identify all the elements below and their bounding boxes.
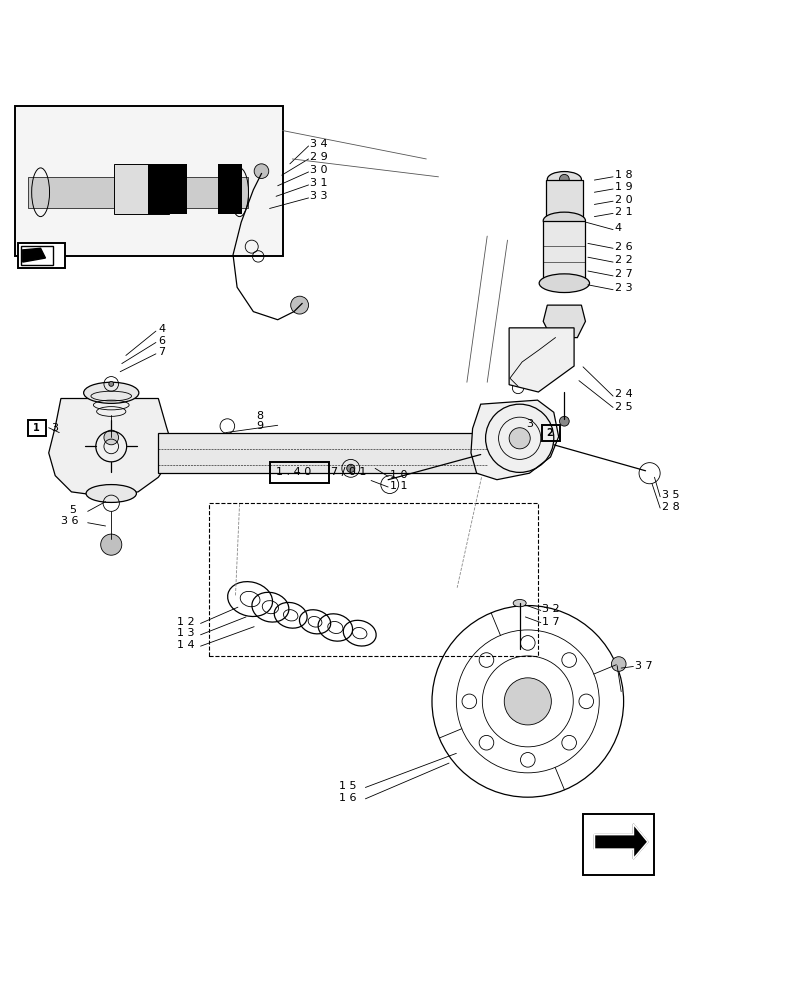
Text: 3 2: 3 2: [542, 604, 560, 614]
Text: 2 2: 2 2: [614, 255, 632, 265]
Text: 2 0: 2 0: [614, 195, 632, 205]
Text: 4: 4: [158, 324, 165, 334]
Text: 3 3: 3 3: [310, 191, 328, 201]
Bar: [158, 433, 487, 473]
Ellipse shape: [513, 599, 526, 607]
Text: 3 1: 3 1: [310, 178, 328, 188]
Bar: [209, 503, 538, 656]
Text: 3 4: 3 4: [310, 139, 328, 149]
Text: 9: 9: [255, 421, 263, 431]
Bar: [28, 177, 247, 208]
Circle shape: [254, 164, 268, 178]
Bar: [270, 462, 328, 483]
Bar: [217, 164, 242, 214]
Text: 1 2: 1 2: [177, 617, 195, 627]
Text: 2 8: 2 8: [661, 502, 679, 512]
Circle shape: [508, 428, 530, 449]
Circle shape: [346, 464, 354, 472]
Text: 8: 8: [255, 411, 263, 421]
Text: 3: 3: [526, 419, 533, 429]
Text: 2 4: 2 4: [614, 389, 632, 399]
Text: 3 5: 3 5: [661, 490, 679, 500]
Ellipse shape: [86, 485, 136, 502]
Polygon shape: [21, 246, 53, 265]
Text: 2 7: 2 7: [614, 269, 632, 279]
Bar: [545, 180, 582, 221]
Bar: [582, 814, 654, 875]
Text: 1 0: 1 0: [389, 470, 407, 480]
Bar: [543, 221, 585, 282]
Text: 1 5: 1 5: [339, 781, 357, 791]
Circle shape: [290, 296, 308, 314]
Bar: [541, 425, 560, 441]
Circle shape: [504, 678, 551, 725]
Text: 1 4: 1 4: [177, 640, 195, 650]
Text: 2 3: 2 3: [614, 283, 632, 293]
Circle shape: [109, 381, 114, 386]
Circle shape: [611, 657, 625, 671]
Polygon shape: [543, 305, 585, 338]
Text: 6: 6: [158, 336, 165, 346]
Text: 1 . 4 0: 1 . 4 0: [276, 467, 311, 477]
Text: 7 / 0 1: 7 / 0 1: [331, 467, 367, 477]
Bar: [18, 243, 65, 268]
Circle shape: [104, 430, 118, 445]
Polygon shape: [49, 398, 174, 496]
Text: 7: 7: [158, 347, 165, 357]
Text: 5: 5: [69, 505, 76, 515]
Circle shape: [559, 174, 569, 184]
Text: 1 7: 1 7: [542, 617, 560, 627]
Bar: [148, 164, 187, 214]
Polygon shape: [23, 248, 45, 262]
Text: 4: 4: [614, 223, 621, 233]
Bar: [15, 106, 282, 256]
Text: 3 0: 3 0: [310, 165, 328, 175]
Text: 2: 2: [546, 428, 552, 438]
Text: 3: 3: [51, 423, 58, 433]
Ellipse shape: [539, 274, 589, 293]
Text: 2 6: 2 6: [614, 242, 632, 252]
Text: 1 1: 1 1: [389, 481, 407, 491]
Text: 1 6: 1 6: [339, 793, 357, 803]
Text: 1: 1: [32, 423, 39, 433]
Text: 1 9: 1 9: [614, 182, 632, 192]
Text: 2 5: 2 5: [614, 402, 632, 412]
Bar: [114, 164, 169, 214]
Polygon shape: [470, 400, 558, 480]
Polygon shape: [594, 824, 647, 859]
Ellipse shape: [547, 172, 581, 187]
Polygon shape: [508, 328, 573, 392]
Circle shape: [101, 534, 122, 555]
Text: 2 9: 2 9: [310, 152, 328, 162]
Text: 2 1: 2 1: [614, 207, 632, 217]
Ellipse shape: [84, 382, 139, 403]
Text: 3 7: 3 7: [634, 661, 652, 671]
Text: 1 3: 1 3: [177, 628, 195, 638]
Bar: [28, 420, 46, 436]
Ellipse shape: [543, 212, 585, 229]
Circle shape: [559, 416, 569, 426]
Text: 3 6: 3 6: [61, 516, 79, 526]
Text: 1 8: 1 8: [614, 170, 632, 180]
